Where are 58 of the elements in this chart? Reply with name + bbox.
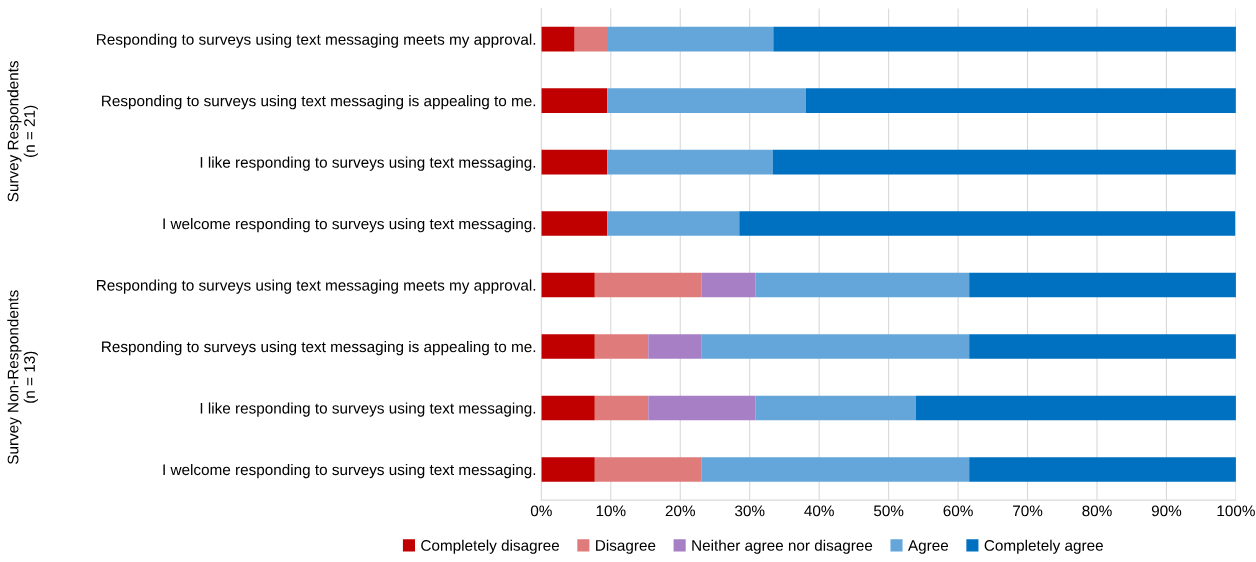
bar xyxy=(541,88,608,113)
bar xyxy=(607,149,773,175)
y-tick-label: Responding to surveys using text messaging is appealing to me. xyxy=(102,340,536,356)
bar xyxy=(701,334,970,359)
bar xyxy=(772,149,1236,175)
bar xyxy=(541,457,595,482)
legend-label: Completely agree xyxy=(984,539,1103,554)
y-tick-label: I welcome responding to surveys using text messaging. xyxy=(163,218,536,233)
x-tick-label: 40% xyxy=(804,505,834,517)
bar xyxy=(739,211,1236,236)
x-tick-label: 90% xyxy=(1151,505,1182,517)
bar xyxy=(608,26,774,52)
bar xyxy=(541,149,608,175)
bar xyxy=(701,272,756,298)
x-tick-label: 20% xyxy=(665,505,695,517)
bar xyxy=(607,211,740,236)
y-tick-label: I like responding to surveys using text messaging. xyxy=(200,402,536,417)
x-tick-label: 100% xyxy=(1217,505,1255,517)
bar xyxy=(701,457,970,482)
bar xyxy=(773,26,1236,52)
y-tick-label: I welcome responding to surveys using text messaging. xyxy=(163,463,536,479)
bar xyxy=(574,26,609,52)
x-tick-label: 60% xyxy=(943,505,973,517)
x-tick-label: 30% xyxy=(735,505,765,517)
legend-label: Completely disagree xyxy=(421,539,559,554)
bar xyxy=(594,395,649,421)
bar xyxy=(594,457,702,482)
bar xyxy=(755,272,970,298)
legend-label: Disagree xyxy=(596,539,656,554)
text: Survey Respondents (n = 21) xyxy=(7,61,38,202)
y-tick-label: Responding to surveys using text messaging meets my approval. xyxy=(97,279,536,294)
bar xyxy=(607,88,806,113)
bar xyxy=(541,334,595,359)
y-tick-label: I like responding to surveys using text messaging. xyxy=(200,156,536,171)
x-tick-label: 0% xyxy=(530,505,552,517)
bar xyxy=(755,395,916,421)
bar xyxy=(594,334,649,359)
x-tick-label: 10% xyxy=(596,505,626,517)
bar xyxy=(969,272,1236,298)
y-tick-label: Responding to surveys using text messaging is appealing to me. xyxy=(102,95,536,110)
bar xyxy=(541,211,608,236)
bar xyxy=(969,457,1236,482)
bar xyxy=(805,88,1236,113)
bar xyxy=(594,272,702,298)
text: Survey Non-Respondents (n = 13) xyxy=(7,290,38,465)
bar xyxy=(541,395,595,421)
x-tick-label: 70% xyxy=(1013,505,1043,517)
bar xyxy=(648,395,756,421)
legend-label: Agree xyxy=(907,540,949,554)
bar xyxy=(541,26,575,52)
bar xyxy=(969,334,1236,359)
bar xyxy=(648,334,702,359)
x-tick-label: 50% xyxy=(873,505,904,517)
bar xyxy=(915,395,1236,421)
x-tick-label: 80% xyxy=(1082,505,1112,517)
y-tick-label: Responding to surveys using text messaging meets my approval. xyxy=(97,33,536,48)
bar xyxy=(541,272,595,298)
legend-label: Neither agree nor disagree xyxy=(692,539,873,554)
